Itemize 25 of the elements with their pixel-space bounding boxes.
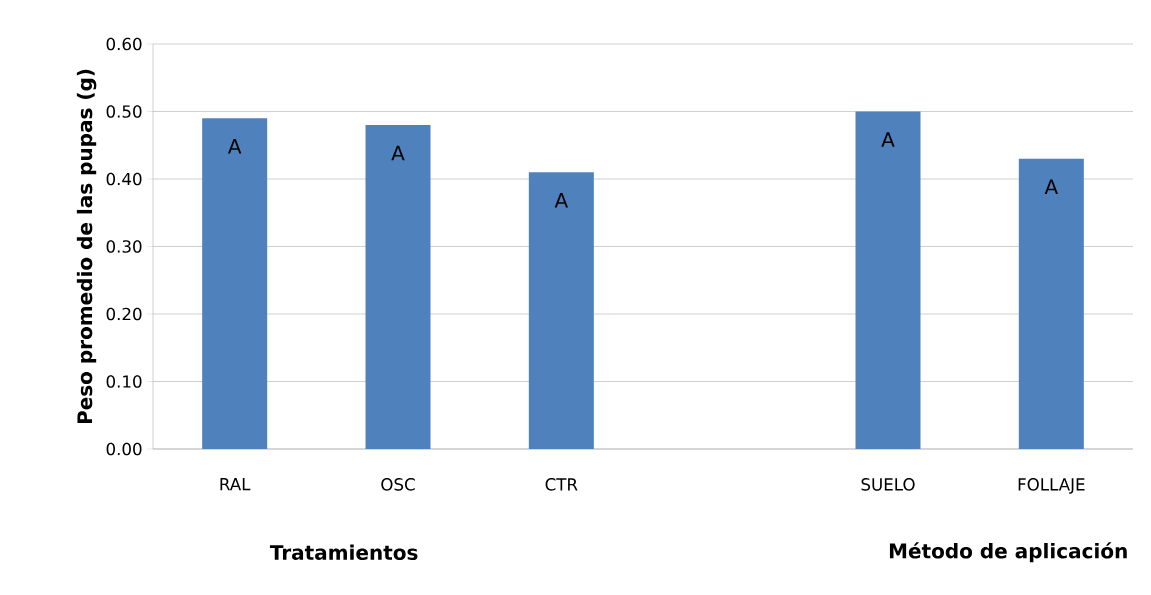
y-tick-label: 0.00 — [106, 442, 142, 456]
text: Tratamientos — [269, 544, 418, 561]
annotation: A — [1044, 179, 1058, 195]
y-tick-label: 0.20 — [106, 307, 142, 321]
bar — [202, 118, 268, 449]
y-tick-label: 0.30 — [106, 240, 142, 253]
y-tick-label: 0.40 — [106, 172, 142, 186]
x-tick-label: SUELO — [861, 478, 915, 491]
x-tick-label: CTR — [545, 478, 578, 491]
bar — [528, 172, 594, 449]
y-axis-title: Peso promedio de las pupas (g) — [76, 69, 97, 424]
text: Método de aplicación — [889, 542, 1127, 563]
annotation: A — [227, 138, 242, 154]
x-tick-label: OSC — [381, 478, 415, 491]
x-tick-label: RAL — [220, 478, 251, 491]
annotation: A — [391, 145, 405, 161]
bar — [855, 111, 921, 449]
annotation: A — [881, 132, 895, 147]
y-tick-label: 0.10 — [106, 375, 142, 388]
bar — [365, 125, 431, 449]
annotation: A — [554, 192, 569, 208]
x-tick-label: FOLLAJE — [1018, 478, 1085, 494]
bar — [1018, 158, 1084, 449]
y-tick-label: 0.60 — [106, 37, 142, 51]
y-tick-label: 0.50 — [106, 105, 142, 118]
